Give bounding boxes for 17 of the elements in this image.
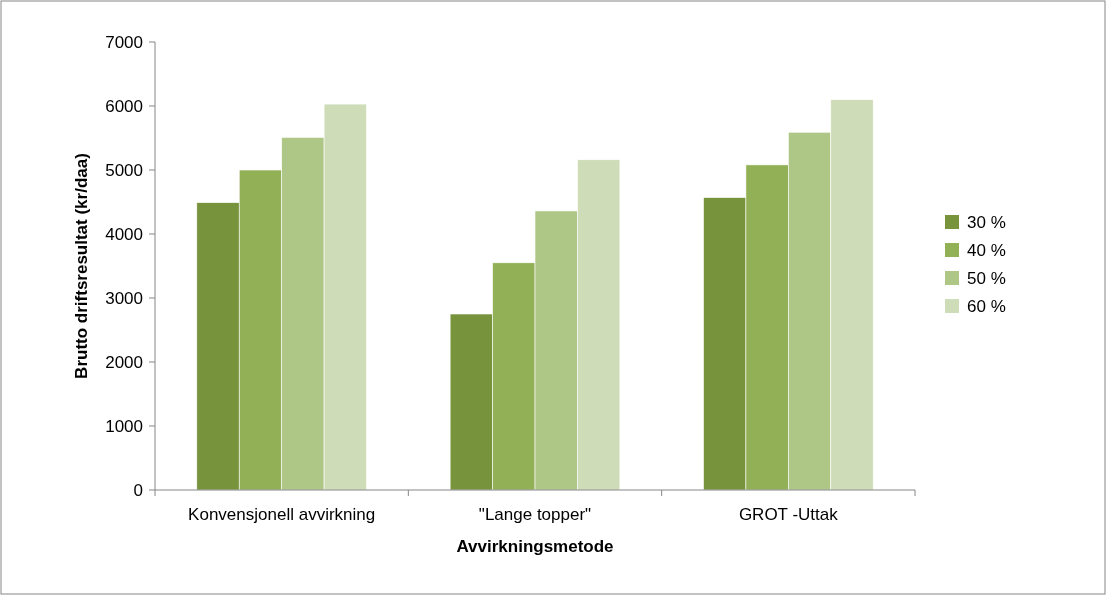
legend-label: 40 % <box>967 240 1006 260</box>
legend-label: 50 % <box>967 268 1006 288</box>
x-tick-label: GROT -Uttak <box>738 505 839 524</box>
y-tick-label: 4000 <box>105 224 143 244</box>
y-tick-label: 0 <box>133 480 143 500</box>
y-tick-label: 6000 <box>105 96 143 116</box>
legend-label: 60 % <box>967 296 1006 316</box>
x-tick-label: Konvensjonell avvirkning <box>188 505 376 524</box>
x-axis-title: Avvirkningsmetode <box>456 537 614 556</box>
y-tick-label: 2000 <box>105 352 143 372</box>
y-tick-label: 5000 <box>105 160 143 180</box>
x-tick-label: "Lange topper" <box>478 505 592 524</box>
legend-label: 30 % <box>967 212 1006 232</box>
y-tick-label: 3000 <box>105 288 143 308</box>
y-tick-label: 1000 <box>105 416 143 436</box>
y-axis-title: Brutto driftsresultat (kr/daa) <box>72 153 91 379</box>
y-tick-label: 7000 <box>105 32 143 52</box>
